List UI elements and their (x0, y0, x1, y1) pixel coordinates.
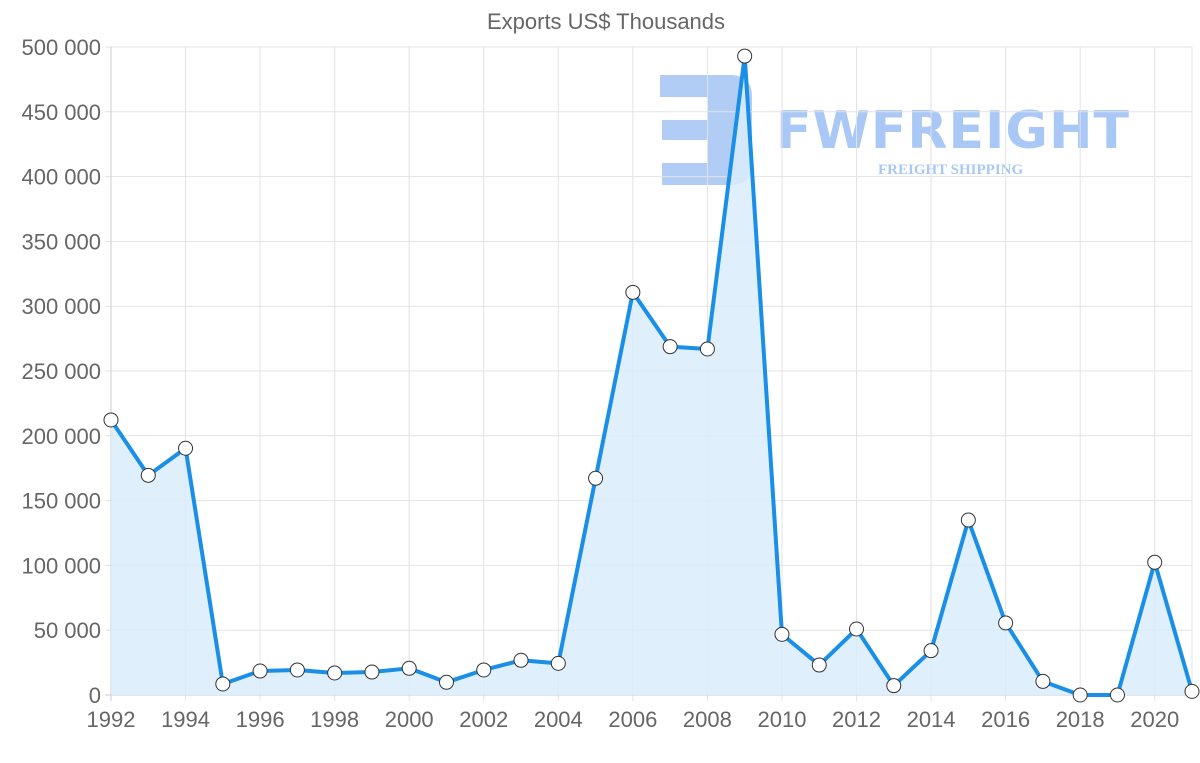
x-axis-ticks: 1992 1994 1996 1998 2000 2002 2004 2006 2008 2010… (87, 707, 1180, 732)
data-point-marker (401, 660, 417, 676)
x-tick-label: 2012 (832, 707, 881, 732)
x-tick-label: 2014 (907, 707, 956, 732)
data-point-marker (476, 662, 492, 678)
y-tick-label: 50 000 (34, 618, 101, 643)
x-tick-label: 1996 (236, 707, 285, 732)
watermark-tagline-text: FREIGHT SHIPPING (878, 162, 1023, 178)
data-point-marker (849, 621, 865, 637)
y-tick-label: 250 000 (21, 359, 101, 384)
data-point-marker (103, 412, 119, 428)
data-point-marker (699, 341, 715, 357)
x-tick-label: 1998 (310, 707, 359, 732)
x-tick-label: 2000 (385, 707, 434, 732)
y-tick-label: 150 000 (21, 489, 101, 514)
data-point-marker (588, 470, 604, 486)
chart-title: Exports US$ Thousands (487, 9, 725, 34)
data-point-marker (1035, 673, 1051, 689)
data-point-marker (178, 440, 194, 456)
area-fill (111, 56, 1192, 695)
y-tick-label: 350 000 (21, 229, 101, 254)
x-tick-label: 2020 (1130, 707, 1179, 732)
data-point-marker (364, 664, 380, 680)
x-tick-label: 1994 (161, 707, 210, 732)
logo-mark-icon (660, 75, 752, 185)
data-point-marker (774, 626, 790, 642)
data-point-marker (1072, 687, 1088, 703)
data-point-marker (1184, 683, 1200, 699)
data-point-marker (1147, 554, 1163, 570)
y-tick-label: 400 000 (21, 165, 101, 190)
data-point-marker (625, 284, 641, 300)
data-point-marker (886, 678, 902, 694)
data-point-marker (1109, 687, 1125, 703)
y-tick-label: 0 (89, 683, 101, 708)
x-tick-label: 2010 (757, 707, 806, 732)
area-path (111, 56, 1192, 695)
watermark-logo: FWFREIGHT FREIGHT SHIPPING (660, 75, 1130, 185)
x-tick-label: 1992 (87, 707, 136, 732)
data-point-marker (923, 643, 939, 659)
y-tick-label: 100 000 (21, 553, 101, 578)
data-point-marker (327, 665, 343, 681)
data-point-marker (662, 339, 678, 355)
data-point-marker (811, 657, 827, 673)
x-tick-label: 2006 (608, 707, 657, 732)
x-tick-label: 2008 (683, 707, 732, 732)
y-tick-label: 200 000 (21, 424, 101, 449)
x-tick-label: 2018 (1056, 707, 1105, 732)
x-tick-label: 2002 (459, 707, 508, 732)
data-point-marker (960, 512, 976, 528)
y-tick-label: 300 000 (21, 294, 101, 319)
data-point-marker (737, 48, 753, 64)
data-points (103, 48, 1200, 703)
y-tick-label: 500 000 (21, 35, 101, 60)
y-tick-label: 450 000 (21, 100, 101, 125)
watermark-brand-text: FWFREIGHT (776, 101, 1130, 161)
x-tick-label: 2004 (534, 707, 583, 732)
y-axis-ticks: 0 50 000 100 000 150 000 200 000 250 000 300 0… (21, 35, 101, 708)
data-point-marker (215, 676, 231, 692)
data-point-marker (140, 467, 156, 483)
x-tick-label: 2016 (981, 707, 1030, 732)
data-point-marker (998, 615, 1014, 631)
data-point-marker (289, 662, 305, 678)
data-point-marker (513, 652, 529, 668)
data-point-marker (550, 655, 566, 671)
data-point-marker (438, 674, 454, 690)
data-point-marker (252, 663, 268, 679)
